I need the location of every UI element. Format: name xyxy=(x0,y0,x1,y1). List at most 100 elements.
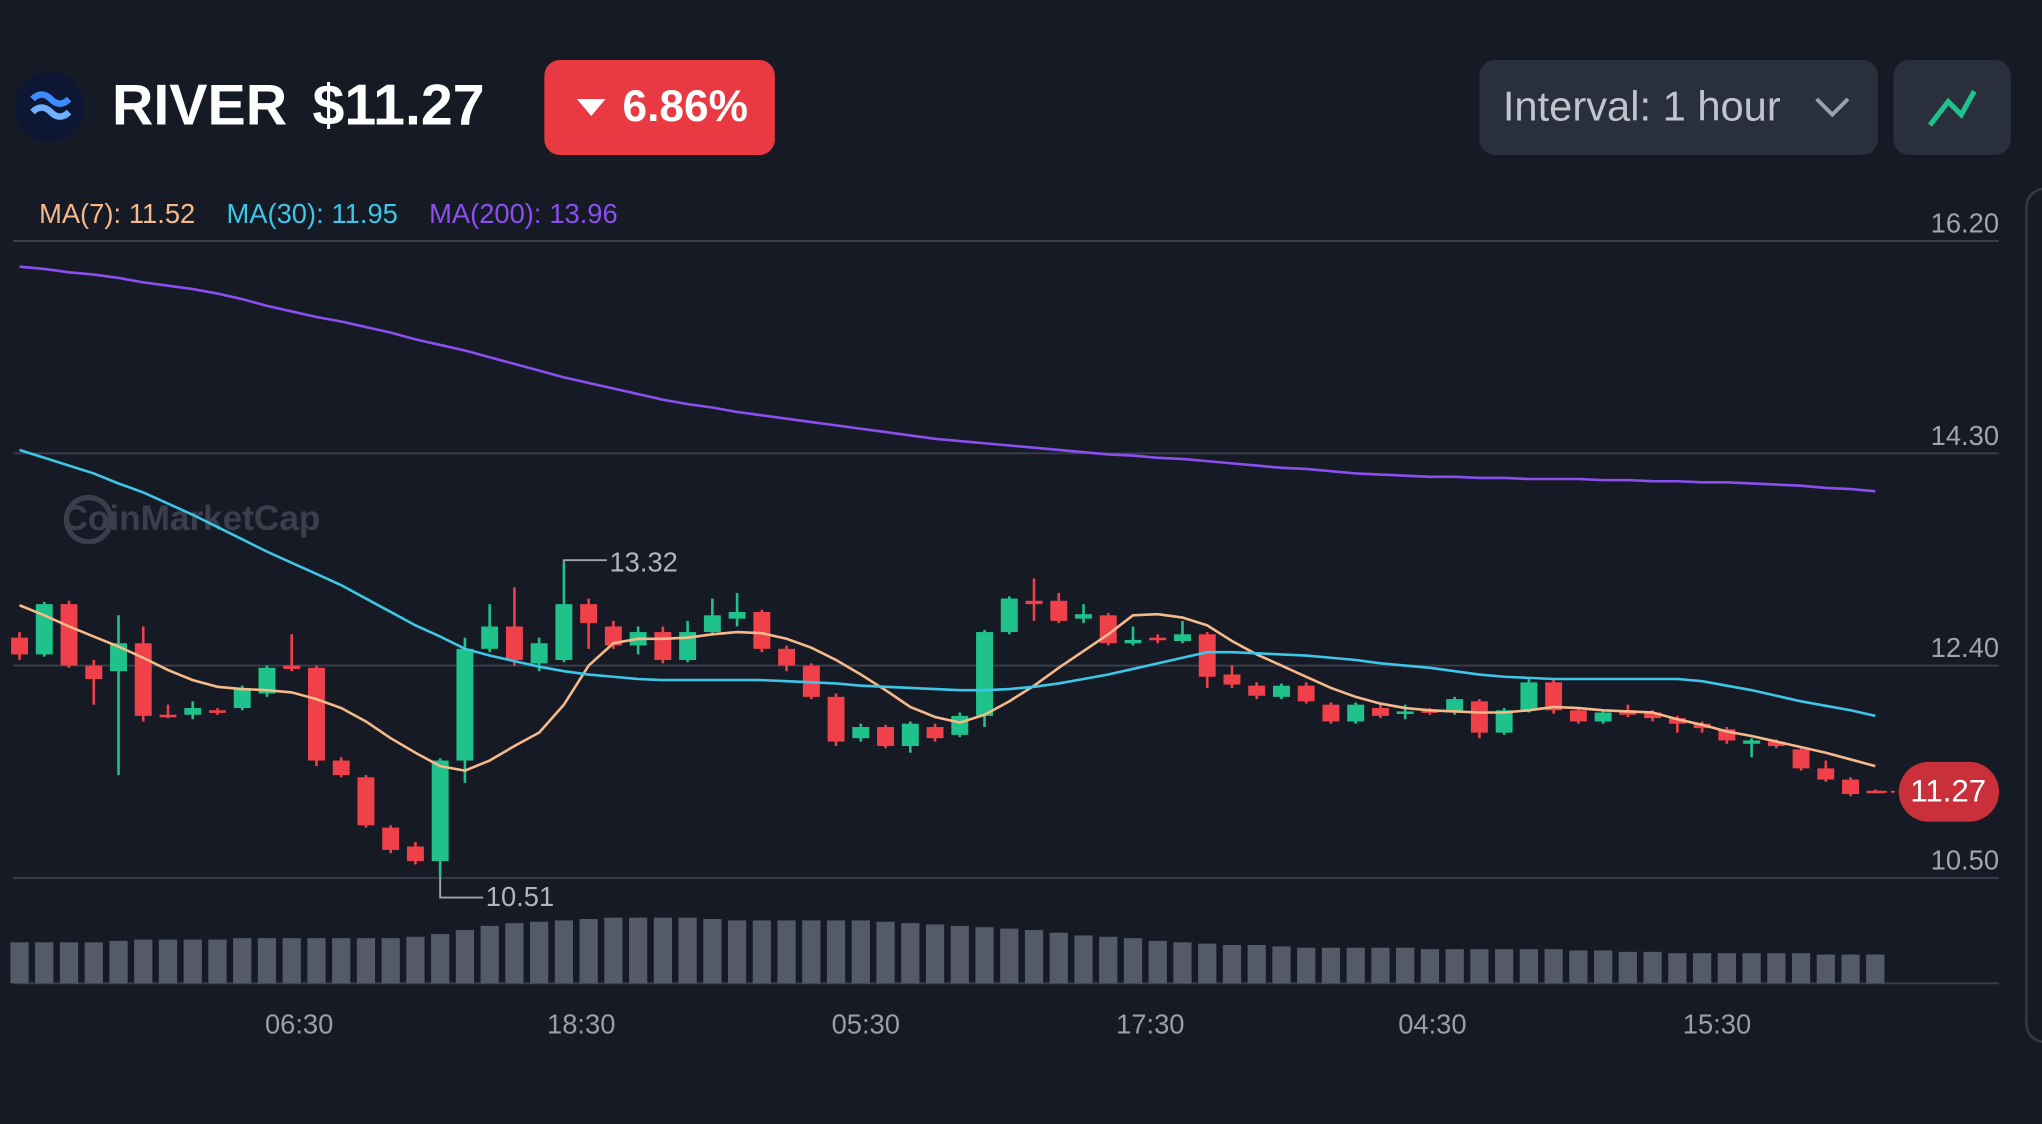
volume-bar xyxy=(183,939,202,984)
candle-body xyxy=(184,708,202,715)
candle-body xyxy=(406,846,424,862)
volume-bar xyxy=(1272,946,1291,984)
candle-body xyxy=(604,626,622,646)
candle-body xyxy=(283,665,301,669)
volume-bar xyxy=(678,917,697,984)
volume-bar xyxy=(1024,929,1044,984)
volume-bar xyxy=(1643,951,1662,984)
candle-body xyxy=(1075,614,1092,619)
candle-body xyxy=(1297,685,1315,702)
candle-body xyxy=(1545,682,1563,711)
volume-bar xyxy=(282,938,301,984)
volume-bar xyxy=(1148,940,1167,984)
chevron xyxy=(1815,97,1850,118)
candle-body xyxy=(1025,600,1043,605)
ma-line xyxy=(19,448,1876,718)
candle-body xyxy=(110,643,127,672)
candle-body xyxy=(505,626,523,660)
candle-body xyxy=(1272,685,1290,697)
volume-bar xyxy=(579,919,598,984)
candle-body xyxy=(307,667,325,761)
candle-body xyxy=(753,611,771,649)
candle-body xyxy=(481,626,499,649)
volume-bar xyxy=(109,940,128,984)
last-price-label: 11.27 xyxy=(1910,773,1986,808)
volume-bar xyxy=(1049,932,1068,984)
volume-bar xyxy=(431,934,450,984)
ma-line xyxy=(19,265,1876,493)
volume-bar xyxy=(851,920,870,984)
candle-body xyxy=(456,648,474,761)
x-tick-label: 17:30 xyxy=(1116,1008,1184,1039)
interval[interactable]: Interval: 1 hour xyxy=(1503,82,1781,129)
legend-name: MA(7): xyxy=(39,198,121,229)
volume-bar xyxy=(1198,943,1217,984)
volume-bar xyxy=(975,927,994,984)
volume-bar xyxy=(233,938,252,984)
line-icon xyxy=(1927,89,1977,127)
candle-body xyxy=(1446,699,1464,713)
volume-bar xyxy=(802,920,821,984)
volume-bar xyxy=(1791,953,1811,984)
volume-bar xyxy=(1123,938,1143,984)
legend-name: MA(200): xyxy=(429,198,541,229)
candle-body xyxy=(1842,779,1860,795)
volume-bar xyxy=(1841,954,1860,984)
volume-bar xyxy=(10,942,29,984)
candle-body xyxy=(1743,740,1761,744)
volume-bar xyxy=(1866,954,1885,984)
volume-bar xyxy=(554,920,574,984)
volume-bar xyxy=(876,921,895,984)
candle-body xyxy=(555,604,573,660)
interval-select[interactable]: Interval: 1 hour xyxy=(1479,59,1878,156)
candle-body xyxy=(728,611,746,619)
candle-body xyxy=(1767,741,1785,747)
volume-bar xyxy=(1321,947,1341,984)
volume-bar xyxy=(1742,953,1761,984)
logo xyxy=(14,71,85,143)
volume-bar xyxy=(1247,945,1266,984)
candle-body xyxy=(580,604,598,624)
volume-bar xyxy=(505,923,524,984)
candle-body xyxy=(1198,634,1216,677)
price: $11.27 xyxy=(313,74,485,138)
candle-body xyxy=(852,727,870,739)
volume-bar xyxy=(1618,951,1637,984)
x-tick-label: 05:30 xyxy=(832,1008,900,1039)
candle-body xyxy=(1644,712,1662,719)
candle-body xyxy=(1174,634,1191,642)
candle-body xyxy=(778,648,796,666)
candle-body xyxy=(1817,768,1835,780)
volume-bar xyxy=(1544,949,1563,984)
candle-body xyxy=(233,687,251,709)
candle-body xyxy=(1396,711,1414,714)
volume-bar xyxy=(1222,945,1242,984)
volume-bar xyxy=(332,938,351,984)
candle-body xyxy=(1668,718,1686,724)
volume-bar xyxy=(1396,947,1415,984)
x-tick-label: 15:30 xyxy=(1683,1008,1751,1039)
volume-bar xyxy=(1470,949,1489,984)
candle-body xyxy=(1594,712,1612,722)
candle-body xyxy=(332,760,350,776)
x-tick-label: 18:30 xyxy=(547,1008,615,1039)
volume-bar xyxy=(1519,949,1539,984)
x-tick-label: 06:30 xyxy=(265,1008,333,1039)
y-tick-label: 10.50 xyxy=(1931,844,1999,875)
candle-body xyxy=(85,665,103,679)
candle-body xyxy=(951,715,969,735)
candle-body xyxy=(1470,701,1488,733)
volume-bar xyxy=(1668,953,1687,984)
interval-box[interactable] xyxy=(1479,59,1878,156)
legend: MA(7): 11.52 MA(30): 11.95 MA(200): 13.96 xyxy=(39,198,618,229)
volume-bar xyxy=(381,938,400,984)
volume-bar xyxy=(1297,947,1316,984)
down-arrow xyxy=(576,99,606,116)
volume-bar xyxy=(1445,949,1464,984)
volume-bar xyxy=(455,929,475,984)
legend-value: 11.52 xyxy=(129,198,195,229)
last-price-tag xyxy=(1898,761,2000,822)
volume-bar xyxy=(480,925,499,984)
y-tick-label: 16.20 xyxy=(1931,208,1999,239)
chart-type-button[interactable] xyxy=(1893,59,2011,156)
